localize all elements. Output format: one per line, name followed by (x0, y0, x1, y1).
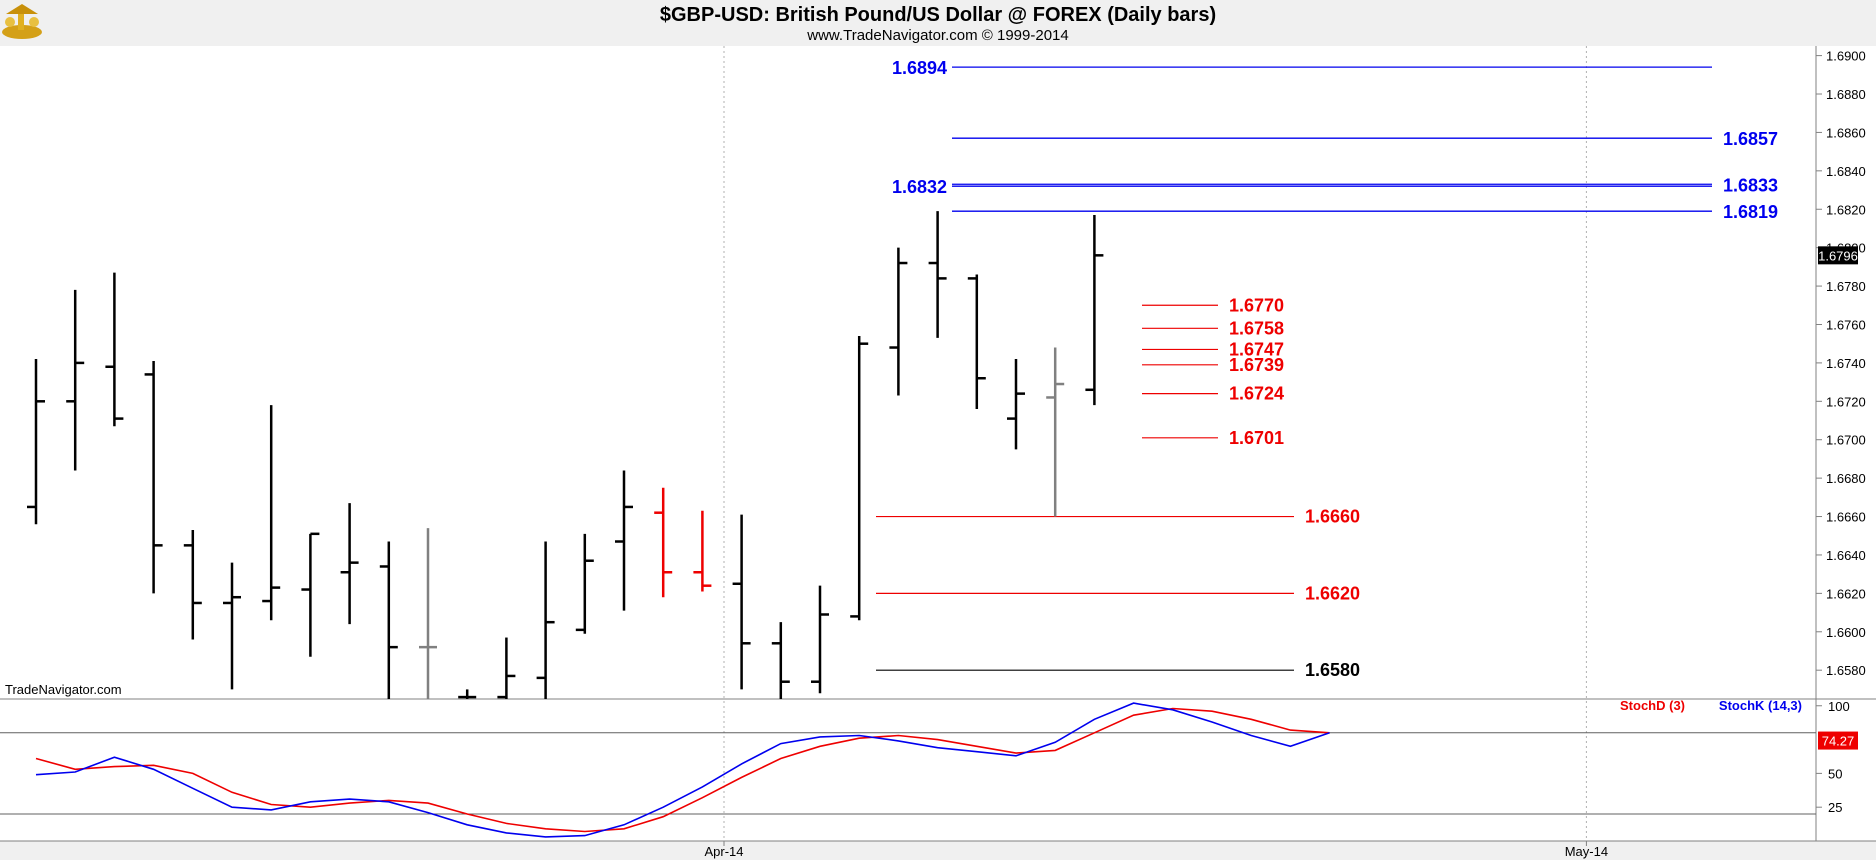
support-label: 1.6724 (1229, 384, 1284, 404)
stochastic-tick-label: 25 (1828, 800, 1842, 815)
price-tick-label: 1.6700 (1826, 433, 1866, 448)
last-price-badge: 1.6796 (1818, 246, 1858, 264)
stochastic-tick-label: 50 (1828, 766, 1842, 781)
stochastic-tick-label: 100 (1828, 699, 1850, 714)
price-tick-label: 1.6820 (1826, 202, 1866, 217)
stochastic-value-badge: 74.27 (1818, 732, 1858, 750)
price-tick-label: 1.6760 (1826, 317, 1866, 332)
price-tick-label: 1.6620 (1826, 586, 1866, 601)
price-tick-label: 1.6860 (1826, 125, 1866, 140)
price-tick-label: 1.6900 (1826, 49, 1866, 64)
price-tick-label: 1.6880 (1826, 87, 1866, 102)
legend-stochd: StochD (3) (1620, 698, 1685, 713)
price-tick-label: 1.6740 (1826, 356, 1866, 371)
date-tick-label: Apr-14 (704, 844, 743, 859)
chart-title: $GBP-USD: British Pound/US Dollar @ FORE… (660, 4, 1216, 26)
resistance-label: 1.6857 (1723, 129, 1778, 149)
price-tick-label: 1.6660 (1826, 510, 1866, 525)
price-tick-label: 1.6600 (1826, 625, 1866, 640)
legend-stochk: StochK (14,3) (1719, 698, 1802, 713)
date-tick-label: May-14 (1565, 844, 1608, 859)
stochastic-last-value: 74.27 (1822, 734, 1855, 749)
price-tick-label: 1.6720 (1826, 394, 1866, 409)
support-label: 1.6758 (1229, 318, 1284, 338)
price-tick-label: 1.6640 (1826, 548, 1866, 563)
resistance-label: 1.6832 (892, 177, 947, 197)
support-label-black: 1.6580 (1305, 660, 1360, 680)
price-tick-label: 1.6580 (1826, 663, 1866, 678)
last-price-value: 1.6796 (1818, 248, 1858, 263)
support-label: 1.6770 (1229, 295, 1284, 315)
resistance-label: 1.6819 (1723, 202, 1778, 222)
resistance-label: 1.6833 (1723, 175, 1778, 195)
price-tick-label: 1.6840 (1826, 164, 1866, 179)
stochastic-pane (0, 699, 1816, 841)
support-label: 1.6739 (1229, 355, 1284, 375)
resistance-label: 1.6894 (892, 58, 947, 78)
price-tick-label: 1.6780 (1826, 279, 1866, 294)
chart-subtitle: www.TradeNavigator.com © 1999-2014 (806, 27, 1068, 44)
support-label: 1.6620 (1305, 583, 1360, 603)
support-label: 1.6660 (1305, 507, 1360, 527)
support-label: 1.6701 (1229, 428, 1284, 448)
price-tick-label: 1.6680 (1826, 471, 1866, 486)
watermark: TradeNavigator.com (5, 682, 122, 697)
